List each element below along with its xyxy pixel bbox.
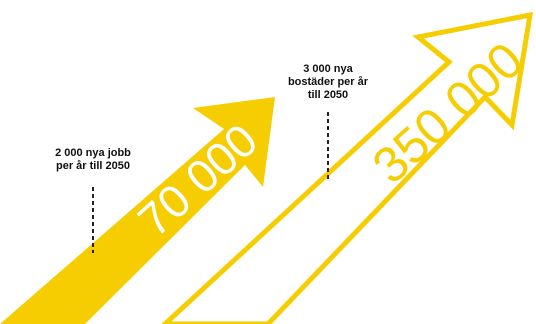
homes-callout-line-3: till 2050 bbox=[307, 89, 349, 101]
large-arrow-value: 350 000 bbox=[362, 32, 534, 195]
jobs-callout: 2 000 nya jobb per år till 2050 bbox=[34, 147, 152, 173]
large-outline-arrow bbox=[161, 11, 534, 324]
homes-callout: 3 000 nya bostäder per år till 2050 bbox=[266, 63, 390, 102]
small-filled-arrow bbox=[0, 97, 275, 324]
jobs-callout-line-1: 2 000 nya jobb bbox=[55, 147, 131, 159]
jobs-callout-line-2: per år till 2050 bbox=[56, 160, 130, 172]
small-arrow-value: 70 000 bbox=[128, 114, 267, 247]
homes-callout-line-2: bostäder per år bbox=[287, 76, 369, 88]
homes-callout-line-1: 3 000 nya bbox=[303, 63, 353, 75]
